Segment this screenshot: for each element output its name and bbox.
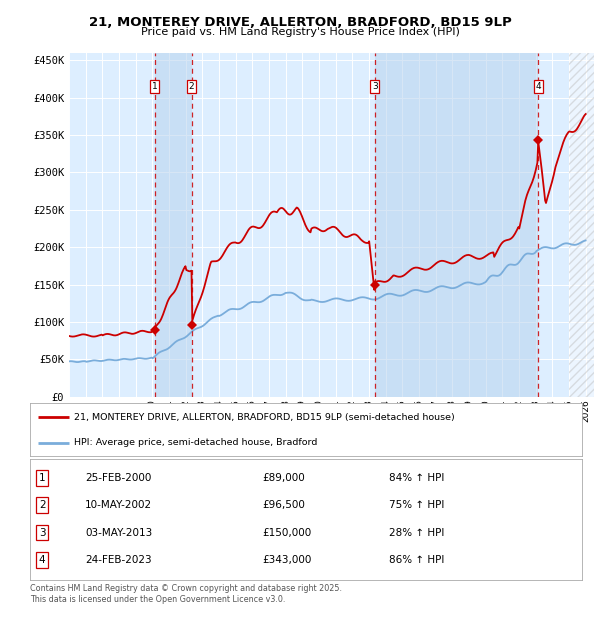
Text: 75% ↑ HPI: 75% ↑ HPI (389, 500, 444, 510)
Text: HPI: Average price, semi-detached house, Bradford: HPI: Average price, semi-detached house,… (74, 438, 317, 447)
Text: Price paid vs. HM Land Registry's House Price Index (HPI): Price paid vs. HM Land Registry's House … (140, 27, 460, 37)
Text: 3: 3 (39, 528, 46, 538)
Text: £96,500: £96,500 (262, 500, 305, 510)
Bar (155, 53, 191, 397)
Text: This data is licensed under the Open Government Licence v3.0.: This data is licensed under the Open Gov… (30, 595, 286, 604)
Text: 10-MAY-2002: 10-MAY-2002 (85, 500, 152, 510)
Text: 21, MONTEREY DRIVE, ALLERTON, BRADFORD, BD15 9LP: 21, MONTEREY DRIVE, ALLERTON, BRADFORD, … (89, 16, 511, 29)
Text: 1: 1 (39, 473, 46, 483)
Text: Contains HM Land Registry data © Crown copyright and database right 2025.: Contains HM Land Registry data © Crown c… (30, 584, 342, 593)
Text: 25-FEB-2000: 25-FEB-2000 (85, 473, 152, 483)
Text: 86% ↑ HPI: 86% ↑ HPI (389, 555, 444, 565)
Text: 21, MONTEREY DRIVE, ALLERTON, BRADFORD, BD15 9LP (semi-detached house): 21, MONTEREY DRIVE, ALLERTON, BRADFORD, … (74, 413, 455, 422)
Text: 4: 4 (535, 82, 541, 91)
Text: £89,000: £89,000 (262, 473, 305, 483)
Text: 4: 4 (39, 555, 46, 565)
Text: £343,000: £343,000 (262, 555, 311, 565)
Text: 28% ↑ HPI: 28% ↑ HPI (389, 528, 444, 538)
Text: 3: 3 (372, 82, 377, 91)
Text: 84% ↑ HPI: 84% ↑ HPI (389, 473, 444, 483)
Text: £150,000: £150,000 (262, 528, 311, 538)
Bar (374, 53, 538, 397)
Text: 2: 2 (39, 500, 46, 510)
Text: 24-FEB-2023: 24-FEB-2023 (85, 555, 152, 565)
Text: 1: 1 (152, 82, 157, 91)
Bar (569, 53, 594, 397)
Text: 2: 2 (189, 82, 194, 91)
Text: 03-MAY-2013: 03-MAY-2013 (85, 528, 152, 538)
